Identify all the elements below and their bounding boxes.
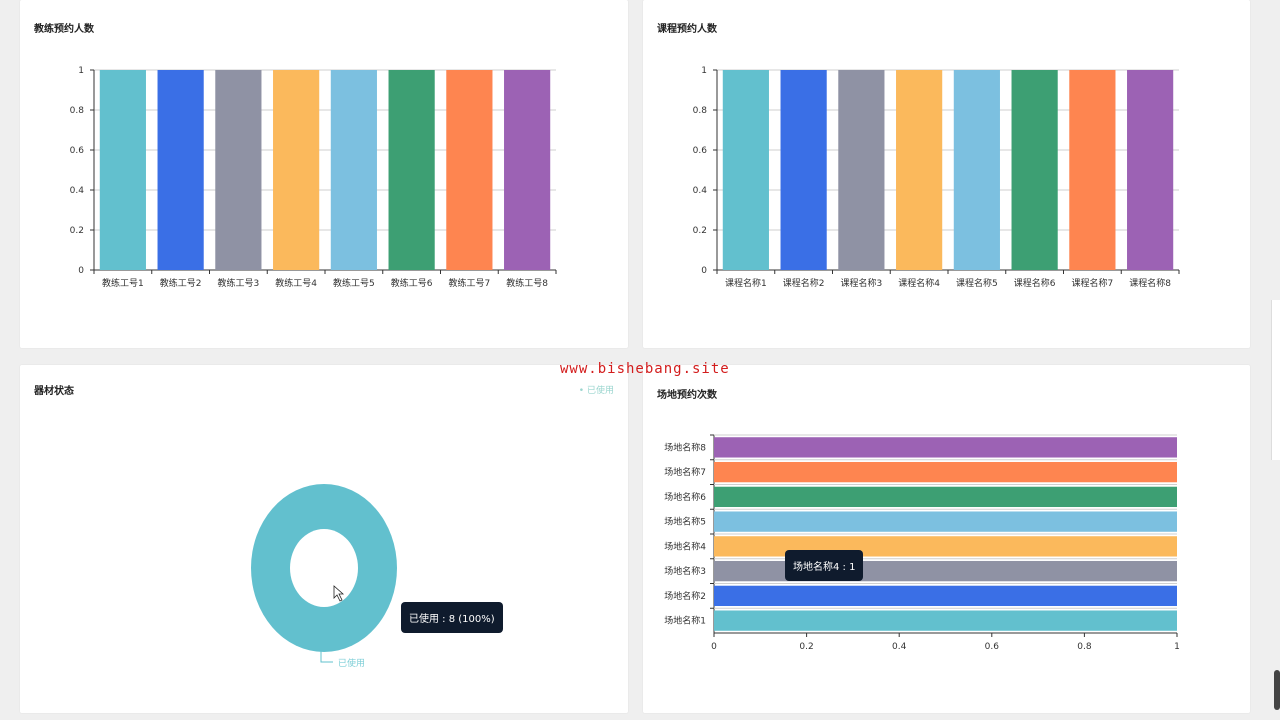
label-line [320, 650, 333, 663]
x-tick-label: 教练工号3 [218, 277, 260, 289]
bar [99, 70, 146, 270]
x-tick-label: 课程名称7 [1072, 277, 1114, 289]
x-tick-label: 课程名称2 [783, 277, 825, 289]
x-tick-label: 0.4 [892, 642, 907, 652]
bar [1127, 70, 1174, 270]
x-tick-label: 课程名称5 [956, 277, 998, 289]
coach-bar-chart: 0 0.2 0.4 0.6 0.8 1 教练工号1 教练工号2 教练工号3 教练工号4 教练工号5 教… [70, 66, 557, 289]
venue-hbar-chart: 0 0.2 0.4 0.6 0.8 1 场地名称1 场地名称2 场地名称3 场地名称4 场地名称5 场… [664, 434, 1180, 652]
x-tick-label: 0.8 [1077, 642, 1092, 652]
course-panel: 课程预约人数 0 0.2 0.4 0.6 0.8 1 课程名称1 课程名称2 课程名称3 课程名称… [643, 0, 1250, 348]
x-tick-label: 教练工号1 [102, 277, 144, 289]
x-tick-label: 0.6 [985, 642, 1000, 652]
venue-tooltip: 场地名称4 : 1 [785, 550, 864, 581]
x-tick-label: 教练工号6 [391, 277, 433, 289]
x-tick-label: 1 [1174, 642, 1180, 652]
bar [714, 560, 1177, 582]
equipment-legend-label: 已使用 [586, 386, 614, 396]
y-tick-label: 0.8 [70, 106, 85, 116]
bar [896, 70, 943, 270]
bar [780, 70, 827, 270]
bar [714, 437, 1177, 458]
y-tick-label: 1 [701, 66, 707, 76]
bar [714, 486, 1177, 508]
x-tick-label: 课程名称1 [725, 277, 767, 289]
y-tick-label: 场地名称1 [664, 615, 706, 627]
bar [722, 70, 769, 270]
y-tick-label: 0.4 [70, 186, 85, 196]
equipment-legend[interactable]: • 已使用 [579, 383, 614, 396]
bar [953, 70, 1000, 270]
bar [330, 70, 377, 270]
x-tick-label: 教练工号2 [160, 277, 202, 289]
y-tick-label: 0 [78, 266, 84, 276]
y-tick-label: 场地名称2 [664, 590, 706, 602]
bar [215, 70, 262, 270]
equipment-panel-title: 器材状态 [34, 386, 74, 397]
y-tick-label: 场地名称7 [664, 466, 706, 478]
venue-panel: 场地预约次数 0 0.2 0.4 0.6 0.8 1 场地名称1 场地名称2 场地名称3 场地名称… [643, 365, 1250, 713]
x-tick-label: 0.2 [799, 642, 813, 652]
y-tick-label: 1 [78, 66, 84, 76]
equipment-donut-chart: 已使用 [251, 484, 397, 669]
bar [714, 511, 1177, 532]
bar [273, 70, 320, 270]
coach-panel-title: 教练预约人数 [34, 24, 94, 35]
x-tick-label: 0 [711, 642, 717, 652]
y-tick-label: 0.2 [70, 226, 84, 236]
scrollbar-thumb[interactable] [1274, 670, 1280, 710]
y-tick-label: 场地名称3 [664, 565, 706, 577]
legend-dot-icon: • [578, 386, 585, 396]
x-tick-label: 教练工号5 [333, 277, 375, 289]
y-tick-label: 0 [701, 266, 707, 276]
bar [157, 70, 204, 270]
x-tick-label: 课程名称3 [841, 277, 883, 289]
x-tick-label: 课程名称6 [1014, 277, 1056, 289]
x-tick-label: 教练工号8 [506, 277, 548, 289]
y-tick-label: 场地名称4 [664, 540, 706, 552]
bar [1069, 70, 1116, 270]
y-tick-label: 场地名称6 [664, 491, 706, 503]
bar [714, 610, 1177, 631]
bar [388, 70, 435, 270]
equipment-panel: 器材状态 • 已使用 已使用 已使用 : 8 (100%) [20, 365, 628, 713]
coach-panel: 教练预约人数 0 0.2 0.4 0.6 0.8 1 教练工号1 教练工号2 教练工号3 教练工号… [20, 0, 628, 348]
y-tick-label: 0.6 [70, 146, 85, 156]
x-tick-label: 课程名称4 [898, 277, 940, 289]
course-panel-title: 课程预约人数 [657, 24, 717, 35]
bar [714, 585, 1177, 607]
bar [714, 536, 1177, 557]
venue-panel-title: 场地预约次数 [657, 390, 717, 401]
y-tick-label: 场地名称5 [664, 516, 706, 528]
y-tick-label: 0.8 [693, 106, 708, 116]
equipment-tooltip: 已使用 : 8 (100%) [401, 602, 503, 633]
x-tick-label: 教练工号7 [449, 277, 491, 289]
bar [446, 70, 493, 270]
y-tick-label: 0.6 [693, 146, 708, 156]
y-tick-label: 0.4 [693, 186, 708, 196]
slice-label: 已使用 [338, 657, 365, 669]
bar [504, 70, 551, 270]
y-tick-label: 0.2 [693, 226, 707, 236]
x-tick-label: 教练工号4 [275, 277, 317, 289]
donut-hole [290, 529, 358, 607]
bar [714, 461, 1177, 483]
cursor-icon [333, 585, 345, 602]
scrollbar[interactable] [1271, 300, 1280, 460]
bar [1011, 70, 1058, 270]
watermark: www.bishebang.site [560, 361, 730, 377]
y-tick-label: 场地名称8 [664, 441, 706, 453]
x-tick-label: 课程名称8 [1129, 277, 1171, 289]
course-bar-chart: 0 0.2 0.4 0.6 0.8 1 课程名称1 课程名称2 课程名称3 课程名称4 课程名称5 课… [693, 66, 1180, 289]
bar [838, 70, 885, 270]
